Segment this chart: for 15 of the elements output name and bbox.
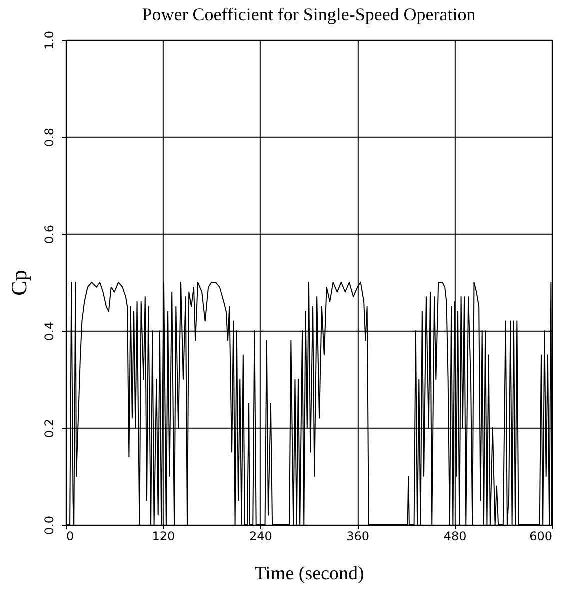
x-tick-label: 480 [444,530,467,544]
y-tick-label: 0.8 [42,128,56,148]
chart-title: Power Coefficient for Single-Speed Operation [142,4,476,24]
y-tick-label: 1.0 [42,30,56,50]
y-tick-label: 0.6 [42,224,56,244]
x-tick-label: 120 [152,530,176,544]
y-tick-label: 0.4 [42,322,56,342]
x-tick-label: 240 [249,530,272,544]
x-tick-label: 600 [530,530,552,544]
y-tick-label: 0.2 [42,418,56,438]
y-axis-title: Cp [6,270,32,296]
y-tick-label: 0.0 [42,516,56,536]
x-tick-label: 0 [66,530,74,544]
x-tick-label: 360 [346,530,370,544]
x-axis-title: Time (second) [254,564,364,584]
